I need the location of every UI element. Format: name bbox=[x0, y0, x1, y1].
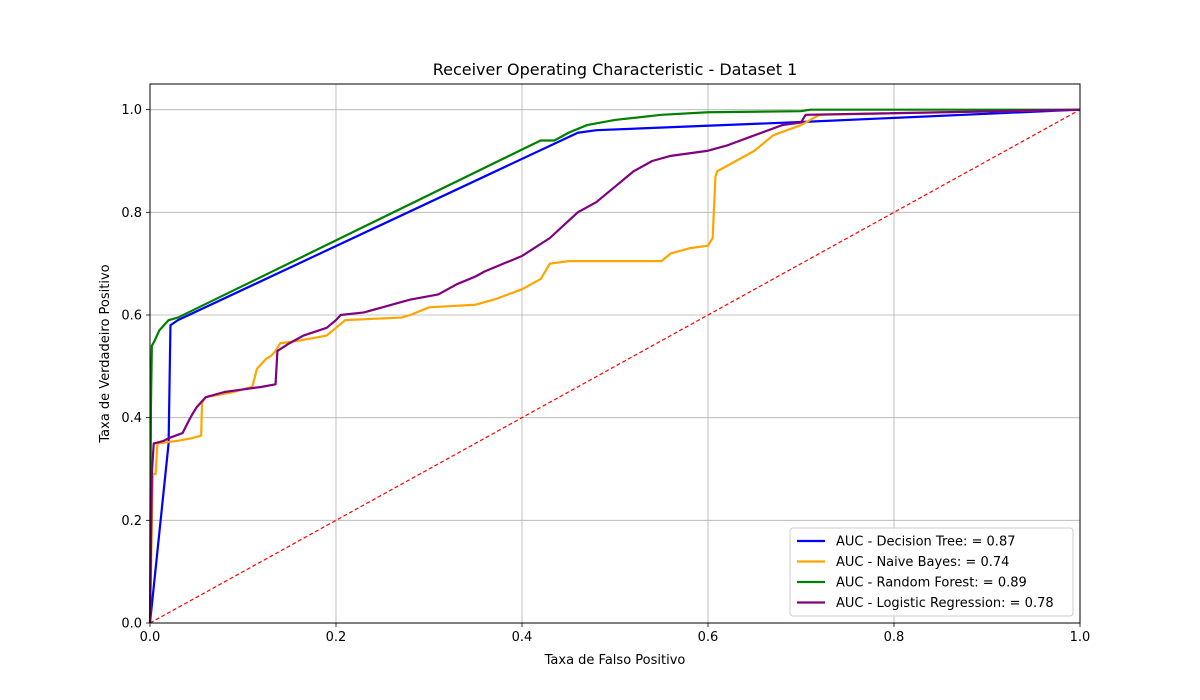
legend: AUC - Decision Tree: = 0.87 AUC - Naive B… bbox=[789, 527, 1074, 617]
legend-box bbox=[789, 527, 1074, 617]
y-tick-label: 1.0 bbox=[121, 103, 142, 118]
y-tick-label: 0.8 bbox=[121, 206, 142, 221]
plot-frame bbox=[149, 83, 1081, 624]
y-tick-label: 0.2 bbox=[121, 514, 142, 529]
x-tick-label: 0.2 bbox=[326, 630, 347, 645]
legend-label: AUC - Decision Tree: = 0.87 bbox=[836, 535, 1016, 550]
series-line-3 bbox=[148, 108, 1081, 624]
legend-label: AUC - Logistic Regression: = 0.78 bbox=[836, 596, 1054, 611]
legend-label: AUC - Random Forest: = 0.89 bbox=[836, 576, 1027, 591]
series-line-1 bbox=[148, 108, 1081, 624]
series-line-2 bbox=[148, 108, 1080, 624]
x-tick-label: 0.8 bbox=[884, 630, 905, 645]
x-tick-label: 0.4 bbox=[512, 630, 533, 645]
legend-label: AUC - Naive Bayes: = 0.74 bbox=[836, 555, 1009, 570]
chart-title: Receiver Operating Characteristic - Data… bbox=[433, 60, 798, 79]
x-tick-label: 0.0 bbox=[140, 630, 161, 645]
axis-ticks: 0.0 0.2 0.4 0.6 0.8 1.0 0.0 0.2 0.4 0.6 0.8 1.0 bbox=[121, 103, 1090, 645]
series-lines bbox=[148, 108, 1081, 624]
x-tick-label: 0.6 bbox=[698, 630, 719, 645]
y-tick-label: 0.6 bbox=[121, 309, 142, 324]
series-line-0 bbox=[148, 108, 1081, 624]
chance-diagonal bbox=[149, 109, 1081, 624]
y-axis-title: Taxa de Verdadeiro Positivo bbox=[98, 264, 113, 443]
x-tick-label: 1.0 bbox=[1070, 630, 1091, 645]
chance-diagonal-line bbox=[149, 109, 1081, 624]
x-axis-title: Taxa de Falso Positivo bbox=[544, 653, 686, 668]
y-tick-label: 0.0 bbox=[121, 617, 142, 632]
y-tick-label: 0.4 bbox=[121, 411, 142, 426]
